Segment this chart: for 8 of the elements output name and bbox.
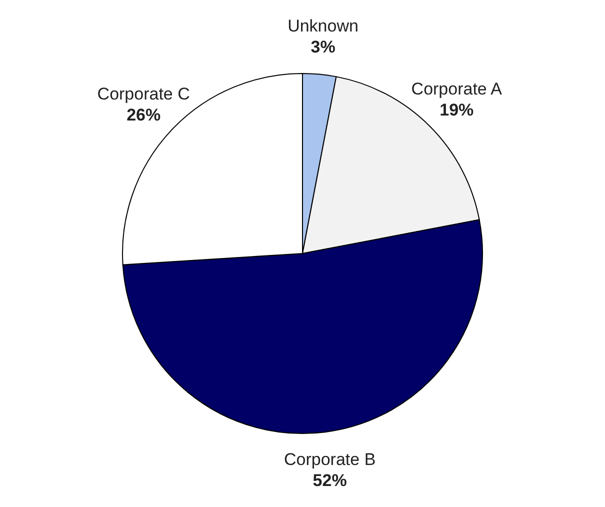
slice-label: Corporate B [284, 450, 376, 469]
data-label: 52% [312, 470, 347, 490]
data-label: 26% [126, 105, 161, 124]
data-label: 3% [310, 37, 336, 56]
data-label: 19% [440, 100, 474, 120]
slice-label: Unknown [288, 16, 358, 36]
slice-label: Corporate A [411, 79, 503, 98]
slice-label: Corporate C [97, 84, 190, 104]
